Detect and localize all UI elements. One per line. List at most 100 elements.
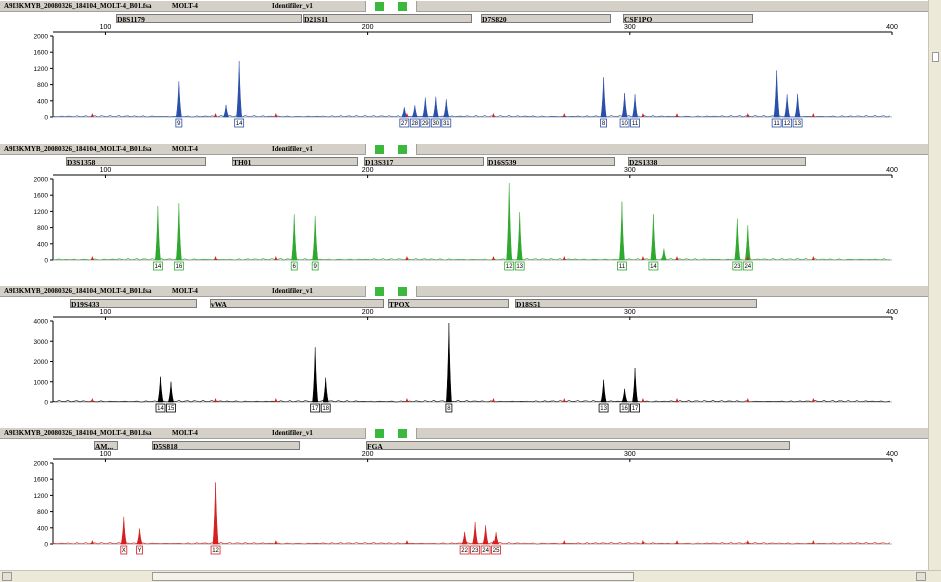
allele-label-box[interactable]	[504, 261, 515, 271]
dye-toggle-icon[interactable]	[375, 145, 384, 154]
horizontal-scrollbar[interactable]	[0, 570, 941, 582]
allele-label-box[interactable]	[420, 118, 431, 128]
marker-bin[interactable]	[366, 441, 790, 450]
allele-peak[interactable]	[312, 347, 319, 403]
allele-label-box[interactable]	[166, 403, 176, 413]
allele-peak[interactable]	[744, 225, 751, 261]
allele-label-box[interactable]	[320, 403, 331, 413]
allele-label-box[interactable]	[792, 118, 803, 128]
allele-peak[interactable]	[312, 215, 319, 261]
allele-peak[interactable]	[432, 96, 439, 118]
marker-bin[interactable]	[515, 299, 757, 308]
allele-peak[interactable]	[212, 482, 219, 545]
allele-peak[interactable]	[632, 367, 638, 403]
allele-peak[interactable]	[773, 70, 780, 118]
allele-label-box[interactable]	[617, 261, 627, 271]
allele-label-box[interactable]	[399, 118, 410, 128]
allele-peak[interactable]	[155, 206, 161, 261]
allele-peak[interactable]	[136, 528, 143, 545]
allele-label-box[interactable]	[175, 118, 183, 128]
allele-label-box[interactable]	[630, 118, 640, 128]
allele-peak[interactable]	[784, 94, 791, 118]
allele-peak[interactable]	[600, 379, 607, 403]
dye-toggle-icon[interactable]	[375, 429, 384, 438]
allele-label-box[interactable]	[409, 118, 420, 128]
allele-peak[interactable]	[472, 522, 479, 545]
allele-peak[interactable]	[291, 214, 298, 261]
allele-peak[interactable]	[621, 388, 628, 403]
allele-label-box[interactable]	[630, 403, 640, 413]
allele-label-box[interactable]	[430, 118, 441, 128]
allele-label-box[interactable]	[459, 545, 470, 555]
allele-peak[interactable]	[236, 61, 243, 118]
allele-peak[interactable]	[621, 93, 628, 118]
allele-label-box[interactable]	[648, 261, 659, 271]
dye-toggle-icon[interactable]	[375, 2, 384, 11]
allele-peak[interactable]	[506, 183, 513, 261]
allele-peak[interactable]	[650, 214, 657, 261]
marker-bin[interactable]	[628, 157, 806, 166]
allele-peak[interactable]	[322, 377, 329, 403]
allele-label-box[interactable]	[598, 403, 609, 413]
allele-peak[interactable]	[422, 97, 429, 118]
allele-label-box[interactable]	[742, 261, 753, 271]
horizontal-scroll-thumb[interactable]	[152, 572, 634, 581]
marker-bin[interactable]	[623, 14, 753, 23]
marker-bin[interactable]	[152, 441, 300, 450]
allele-label-box[interactable]	[310, 403, 321, 413]
allele-peak[interactable]	[600, 77, 607, 118]
allele-label-box[interactable]	[155, 403, 166, 413]
allele-label-box[interactable]	[120, 545, 128, 555]
vertical-scrollbar[interactable]	[928, 0, 941, 570]
allele-peak[interactable]	[443, 99, 450, 118]
allele-peak[interactable]	[168, 381, 174, 403]
allele-peak[interactable]	[734, 218, 741, 261]
marker-bin[interactable]	[303, 14, 472, 23]
dye-toggle-icon[interactable]	[398, 145, 407, 154]
allele-peak[interactable]	[482, 525, 489, 545]
marker-bin[interactable]	[232, 157, 358, 166]
allele-label-box[interactable]	[470, 545, 481, 555]
dye-toggle-icon[interactable]	[398, 2, 407, 11]
allele-label-box[interactable]	[491, 545, 501, 555]
allele-label-box[interactable]	[514, 261, 525, 271]
allele-peak[interactable]	[157, 376, 164, 403]
allele-label-box[interactable]	[782, 118, 793, 128]
allele-peak[interactable]	[175, 81, 182, 118]
marker-bin[interactable]	[70, 299, 197, 308]
allele-label-box[interactable]	[136, 545, 143, 555]
allele-label-box[interactable]	[619, 118, 630, 128]
allele-peak[interactable]	[660, 248, 667, 261]
marker-bin[interactable]	[388, 299, 509, 308]
dye-toggle-icon[interactable]	[375, 287, 384, 296]
dye-toggle-icon[interactable]	[398, 287, 407, 296]
allele-label-box[interactable]	[234, 118, 245, 128]
allele-label-box[interactable]	[480, 545, 491, 555]
allele-peak[interactable]	[120, 516, 127, 545]
marker-bin[interactable]	[481, 14, 611, 23]
allele-label-box[interactable]	[311, 261, 319, 271]
allele-label-box[interactable]	[290, 261, 298, 271]
allele-peak[interactable]	[493, 532, 500, 545]
marker-bin[interactable]	[210, 299, 384, 308]
marker-bin[interactable]	[66, 157, 206, 166]
allele-label-box[interactable]	[152, 261, 163, 271]
allele-label-box[interactable]	[210, 545, 221, 555]
marker-bin[interactable]	[364, 157, 484, 166]
allele-label-box[interactable]	[173, 261, 184, 271]
marker-bin[interactable]	[487, 157, 615, 166]
scroll-left-arrow-icon[interactable]	[2, 572, 12, 581]
scroll-right-arrow-icon[interactable]	[916, 572, 926, 581]
allele-label-box[interactable]	[619, 403, 630, 413]
allele-label-box[interactable]	[600, 118, 607, 128]
marker-bin[interactable]	[116, 14, 302, 23]
allele-peak[interactable]	[461, 531, 468, 545]
allele-label-box[interactable]	[771, 118, 782, 128]
allele-label-box[interactable]	[441, 118, 452, 128]
allele-peak[interactable]	[794, 93, 801, 118]
dye-toggle-icon[interactable]	[398, 429, 407, 438]
vertical-scroll-thumb[interactable]	[932, 52, 939, 62]
allele-peak[interactable]	[446, 323, 452, 403]
allele-label-box[interactable]	[445, 403, 453, 413]
allele-peak[interactable]	[411, 105, 418, 118]
